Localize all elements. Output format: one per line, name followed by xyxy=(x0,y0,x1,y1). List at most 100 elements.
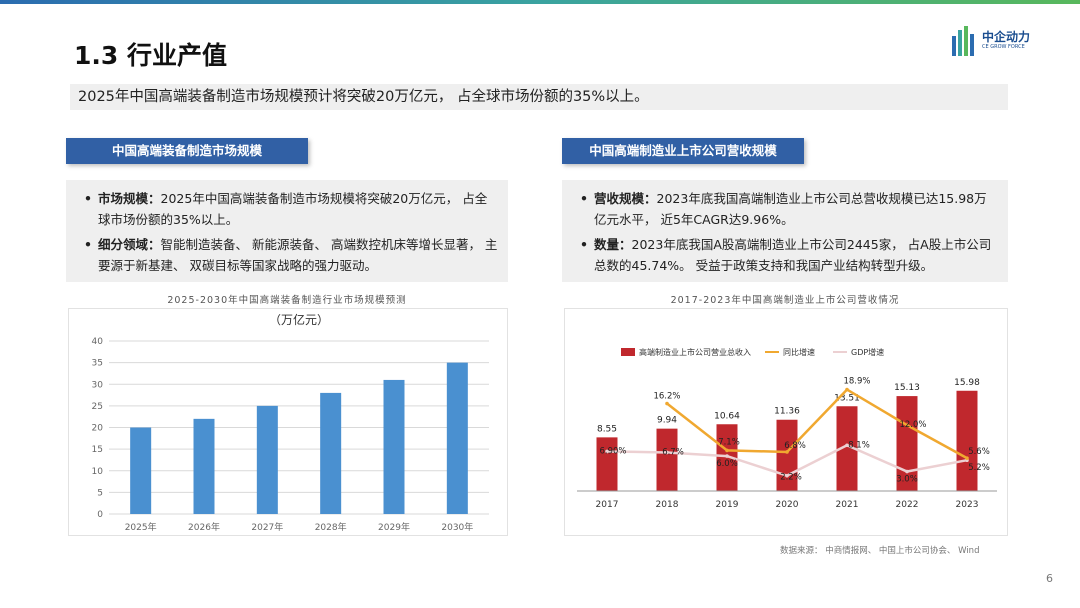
bar xyxy=(383,379,405,514)
yoy-growth-data-label: 12.0% xyxy=(899,420,926,430)
bar-data-label: 8.55 xyxy=(597,424,617,434)
bullet-text: 智能制造装备、 新能源装备、 高端数控机床等增长显著， 主要源于新基建、 双碳目… xyxy=(98,237,498,273)
gdp-growth-data-label: 6.0% xyxy=(716,459,738,469)
y-tick-label: 20 xyxy=(92,424,104,434)
bar xyxy=(446,362,468,514)
bar-data-label: 9.94 xyxy=(657,416,677,426)
chart-unit-title: （万亿元） xyxy=(269,312,329,327)
logo-bars-icon xyxy=(952,26,978,56)
x-tick-label: 2021 xyxy=(836,500,859,510)
right-chart-container: 高端制造业上市公司营业总收入 同比增速 GDP增速 8.55 9.94 10.64 11.3… xyxy=(564,308,1008,536)
gdp-growth-data-label: 6.7% xyxy=(662,447,684,457)
gdp-growth-point xyxy=(605,449,609,454)
company-logo: 中企动力 CE GROW FORCE xyxy=(952,24,1036,58)
bar-data-label: 10.64 xyxy=(714,411,740,421)
right-section-header: 中国高端制造业上市公司营收规模 xyxy=(562,138,804,164)
yoy-growth-point xyxy=(665,401,669,406)
yoy-growth-point xyxy=(965,456,969,460)
bullet-label: 细分领域： xyxy=(98,237,161,252)
right-bullet-count: 数量：2023年底我国A股高端制造业上市公司2445家， 占A股上市公司总数的4… xyxy=(580,234,998,276)
left-bullet-segments: 细分领域：智能制造装备、 新能源装备、 高端数控机床等增长显著， 主要源于新基建… xyxy=(84,234,498,276)
bar xyxy=(256,405,278,514)
gdp-growth-data-label: 3.0% xyxy=(896,475,918,485)
x-tick-label: 2027年 xyxy=(251,521,283,533)
gdp-growth-data-label: 5.2% xyxy=(968,463,990,473)
x-tick-label: 2017 xyxy=(596,500,619,510)
yoy-growth-line xyxy=(666,388,968,460)
logo-subtitle: CE GROW FORCE xyxy=(982,44,1025,50)
right-bullet-revenue: 营收规模：2023年底我国高端制造业上市公司总营收规模已达15.98万亿元水平，… xyxy=(580,188,998,230)
x-tick-label: 2020 xyxy=(776,500,799,510)
gdp-growth-point xyxy=(665,450,669,455)
logo-name: 中企动力 xyxy=(982,30,1031,44)
x-tick-label: 2026年 xyxy=(188,521,220,533)
x-tick-label: 2022 xyxy=(896,500,919,510)
bar-data-label: 11.36 xyxy=(774,407,800,417)
yoy-growth-point xyxy=(785,450,789,454)
data-source-note: 数据来源： 中商情报网、 中国上市公司协会、 Wind xyxy=(780,546,980,556)
x-tick-label: 2029年 xyxy=(378,521,410,533)
bar-data-label: 15.98 xyxy=(954,378,980,388)
yoy-growth-data-label: 7.1% xyxy=(718,437,740,447)
y-tick-label: 0 xyxy=(97,510,103,520)
yoy-growth-data-label: 16.2% xyxy=(653,392,680,402)
gdp-growth-data-label: 8.1% xyxy=(848,440,870,450)
summary-banner: 2025年中国高端装备制造市场规模预计将突破20万亿元， 占全球市场份额的35%… xyxy=(70,84,1008,110)
top-accent-bar xyxy=(0,0,1080,4)
bar xyxy=(956,390,978,491)
yoy-growth-data-label: 6.8% xyxy=(784,441,806,451)
y-tick-label: 30 xyxy=(92,380,104,390)
yoy-growth-point xyxy=(905,423,909,427)
bar xyxy=(836,406,858,491)
bar-data-label: 13.51 xyxy=(834,393,860,403)
bullet-label: 数量： xyxy=(594,237,632,252)
yoy-growth-point xyxy=(725,448,729,453)
gdp-growth-point xyxy=(845,443,849,448)
bar xyxy=(320,392,342,514)
market-size-bar-chart: （万亿元） 0 5 10 15 20 25 30 35 40 2025年 2026年 2027年 2028… xyxy=(92,312,489,533)
right-bullets: 营收规模：2023年底我国高端制造业上市公司总营收规模已达15.98万亿元水平，… xyxy=(562,180,1008,282)
left-chart-caption: 2025-2030年中国高端装备制造行业市场规模预测 xyxy=(167,295,407,306)
left-bullet-market-size: 市场规模：2025年中国高端装备制造市场规模将突破20万亿元， 占全球市场份额的… xyxy=(84,188,498,230)
gdp-growth-data-label: 2.2% xyxy=(780,473,802,483)
bar xyxy=(896,396,918,491)
x-tick-label: 2025年 xyxy=(125,521,157,533)
y-tick-label: 5 xyxy=(97,488,103,498)
revenue-combo-chart: 高端制造业上市公司营业总收入 同比增速 GDP增速 8.55 9.94 10.64 11.3… xyxy=(577,347,997,510)
bullet-label: 市场规模： xyxy=(98,191,161,206)
y-tick-label: 35 xyxy=(92,359,103,369)
bullet-text: 2025年中国高端装备制造市场规模将突破20万亿元， 占全球市场份额的35%以上… xyxy=(98,191,488,227)
bar xyxy=(596,437,618,491)
y-tick-label: 10 xyxy=(92,467,104,477)
legend-label: 同比增速 xyxy=(783,347,815,357)
x-tick-label: 2023 xyxy=(956,500,979,510)
slide-title: 1.3 行业产值 xyxy=(74,41,227,70)
bar xyxy=(656,428,678,491)
yoy-growth-data-label: 18.9% xyxy=(843,377,870,387)
bar-data-label: 15.13 xyxy=(894,383,920,393)
gdp-growth-point xyxy=(725,454,729,458)
legend-label: GDP增速 xyxy=(851,347,884,357)
x-tick-label: 2028年 xyxy=(315,521,347,533)
legend-label: 高端制造业上市公司营业总收入 xyxy=(639,347,751,357)
right-chart-caption: 2017-2023年中国高端制造业上市公司营收情况 xyxy=(670,295,900,306)
gdp-growth-point xyxy=(905,469,909,474)
left-section-header: 中国高端装备制造市场规模 xyxy=(66,138,308,164)
left-bullets: 市场规模：2025年中国高端装备制造市场规模将突破20万亿元， 占全球市场份额的… xyxy=(66,180,508,282)
gdp-growth-data-label: 6.90% xyxy=(599,446,626,456)
x-tick-label: 2030年 xyxy=(441,521,473,533)
y-tick-label: 40 xyxy=(92,337,104,347)
left-chart-container: （万亿元） 0 5 10 15 20 25 30 35 40 2025年 2026年 2027年 2028… xyxy=(68,308,508,536)
yoy-growth-data-label: 5.6% xyxy=(968,447,990,457)
bullet-text: 2023年底我国A股高端制造业上市公司2445家， 占A股上市公司总数的45.7… xyxy=(594,237,992,273)
x-tick-label: 2019 xyxy=(716,500,739,510)
y-tick-label: 25 xyxy=(92,402,103,412)
x-tick-label: 2018 xyxy=(656,500,679,510)
bar xyxy=(130,427,152,514)
bullet-text: 2023年底我国高端制造业上市公司总营收规模已达15.98万亿元水平， 近5年C… xyxy=(594,191,987,227)
gdp-growth-point xyxy=(785,473,789,478)
bar xyxy=(193,418,215,514)
legend-bar-swatch xyxy=(621,348,635,356)
y-tick-label: 15 xyxy=(92,445,103,455)
bullet-label: 营收规模： xyxy=(594,191,657,206)
